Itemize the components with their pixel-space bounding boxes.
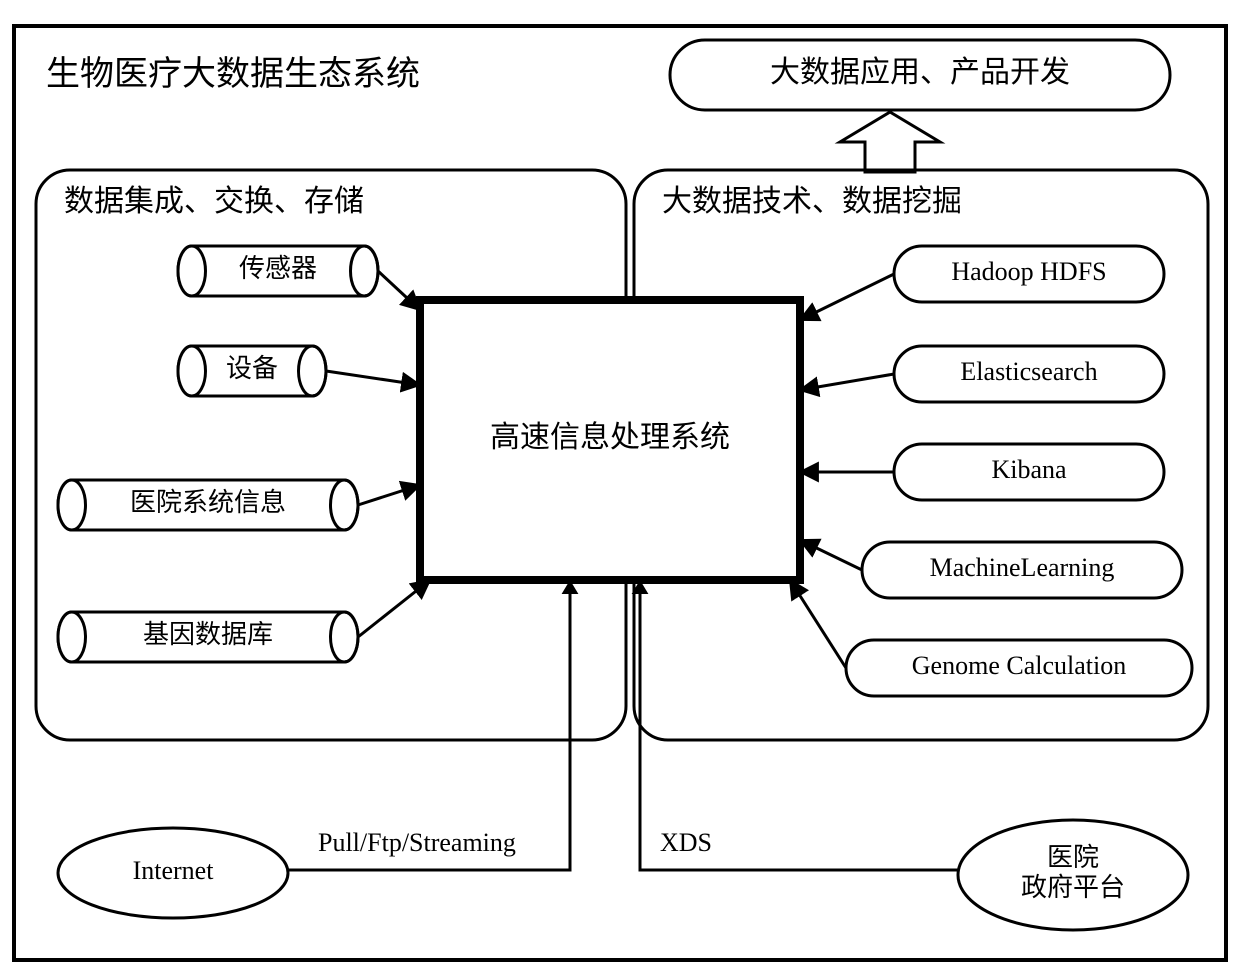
big-up-arrow <box>840 112 940 172</box>
tech-node-3-label: MachineLearning <box>930 553 1115 582</box>
tech-node-2-label: Kibana <box>991 455 1067 484</box>
right-panel-title: 大数据技术、数据挖掘 <box>662 185 962 218</box>
cylinder-3-label: 基因数据库 <box>143 620 273 649</box>
arrow-right-4 <box>790 580 846 668</box>
arrow-right-1 <box>800 374 894 390</box>
tech-node-0-label: Hadoop HDFS <box>951 257 1106 286</box>
diagram-title: 生物医疗大数据生态系统 <box>46 55 420 93</box>
bottom-label-1: XDS <box>660 828 712 857</box>
arrow-left-3 <box>358 580 430 637</box>
arrow-right-0 <box>800 274 894 320</box>
bottom-label-0: Pull/Ftp/Streaming <box>318 828 516 857</box>
arrow-left-2 <box>358 485 420 505</box>
tech-node-4-label: Genome Calculation <box>912 651 1126 680</box>
bottom-ellipse-0-label: Internet <box>133 856 215 885</box>
tech-node-1-label: Elasticsearch <box>960 357 1097 386</box>
diagram-canvas: 生物医疗大数据生态系统 大数据应用、产品开发数据集成、交换、存储 大数据技术、数据挖… <box>0 0 1240 973</box>
cylinder-1-label: 设备 <box>226 354 278 383</box>
top-node-label: 大数据应用、产品开发 <box>770 56 1070 89</box>
arrow-left-0 <box>378 271 420 310</box>
left-panel-title: 数据集成、交换、存储 <box>64 185 364 218</box>
arrow-right-3 <box>800 540 862 570</box>
cylinder-0-label: 传感器 <box>239 254 317 283</box>
arrow-bottom-1 <box>640 580 958 870</box>
center-box-label: 高速信息处理系统 <box>490 421 730 454</box>
arrow-left-1 <box>326 371 420 385</box>
cylinder-2-label: 医院系统信息 <box>130 488 286 517</box>
